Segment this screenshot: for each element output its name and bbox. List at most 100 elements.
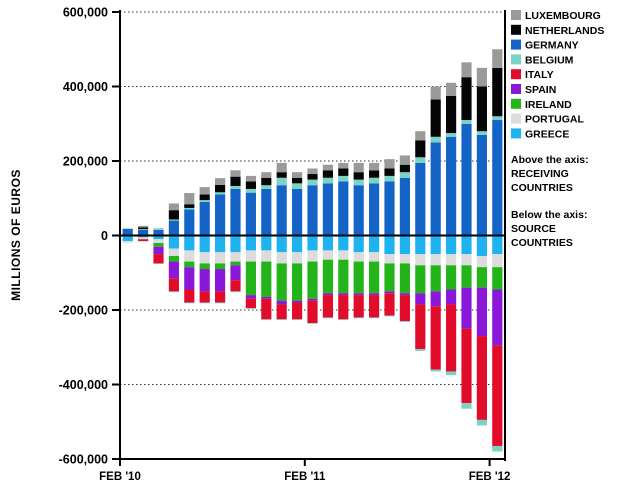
bar-segment xyxy=(492,345,503,446)
bar-segment xyxy=(153,228,164,230)
bar-segment xyxy=(261,298,272,320)
bar-segment xyxy=(322,293,333,296)
bar-segment xyxy=(276,319,287,321)
bar-segment xyxy=(153,254,164,264)
bar-segment xyxy=(168,261,179,279)
bar-stack xyxy=(292,172,303,321)
bar-segment xyxy=(261,185,272,189)
bar-stack xyxy=(384,159,395,317)
bar-segment xyxy=(322,164,333,171)
bar-segment xyxy=(276,172,287,178)
bar-segment xyxy=(292,302,303,320)
bar-segment xyxy=(184,250,195,262)
bar-segment xyxy=(399,263,410,294)
bar-segment xyxy=(492,49,503,68)
bar-segment xyxy=(307,300,318,324)
bar-segment xyxy=(446,304,457,372)
axes xyxy=(112,10,506,461)
bar-segment xyxy=(399,321,410,322)
bar-segment xyxy=(276,235,287,253)
legend-label: PORTUGAL xyxy=(525,114,585,126)
bar-segment xyxy=(245,181,256,189)
bar-segment xyxy=(369,177,380,184)
bar-segment xyxy=(245,192,256,236)
bar-segment xyxy=(230,185,241,189)
bar-segment xyxy=(230,176,241,186)
axis-note-line: RECEIVING xyxy=(511,168,569,180)
bar-segment xyxy=(353,179,364,186)
bar-segment xyxy=(261,177,272,186)
bar-stack xyxy=(230,170,241,293)
bar-segment xyxy=(446,133,457,137)
bar-segment xyxy=(292,172,303,178)
legend-swatch xyxy=(511,24,521,35)
legend-swatch xyxy=(511,128,521,139)
bar-segment xyxy=(369,261,380,294)
bar-segment xyxy=(461,62,472,78)
bar-segment xyxy=(476,267,487,288)
bar-segment xyxy=(307,179,318,186)
y-tick-label: -400,000 xyxy=(59,378,108,392)
bar-segment xyxy=(307,185,318,236)
bar-segment xyxy=(353,252,364,262)
bar-segment xyxy=(415,304,426,350)
bar-segment xyxy=(399,235,410,255)
bar-segment xyxy=(138,229,149,236)
bar-segment xyxy=(369,235,380,253)
bar-segment xyxy=(261,319,272,321)
bar-segment xyxy=(461,235,472,255)
axis-notes: Above the axis: RECEIVING COUNTRIES Below t… xyxy=(511,154,589,249)
bar-segment xyxy=(138,225,149,228)
bar-segment xyxy=(369,183,380,236)
bar-segment xyxy=(415,157,426,163)
bar-segment xyxy=(184,209,195,236)
bar-segment xyxy=(384,235,395,255)
bar-segment xyxy=(199,235,210,253)
bar-segment xyxy=(245,235,256,251)
y-tick-label: -600,000 xyxy=(59,453,108,467)
bar-segment xyxy=(399,164,410,173)
bar-segment xyxy=(492,267,503,290)
bar-stack xyxy=(353,162,364,319)
bar-segment xyxy=(230,291,241,293)
bar-segment xyxy=(215,269,226,292)
bar-segment xyxy=(245,175,256,182)
bar-segment xyxy=(199,263,210,270)
bar-segment xyxy=(230,235,241,253)
bar-segment xyxy=(215,178,226,185)
bar-segment xyxy=(215,263,226,270)
axis-note-line: SOURCE xyxy=(511,223,556,235)
bar-segment xyxy=(446,289,457,305)
legend-label: LUXEMBOURG xyxy=(525,10,601,22)
bar-segment xyxy=(168,291,179,293)
bar-segment xyxy=(476,336,487,420)
bar-segment xyxy=(292,300,303,303)
bar-segment xyxy=(215,192,226,195)
bar-segment xyxy=(168,203,179,211)
bar-segment xyxy=(322,259,333,294)
bar-segment xyxy=(461,120,472,124)
bar-segment xyxy=(199,302,210,304)
bar-segment xyxy=(322,170,333,178)
bar-segment xyxy=(446,371,457,376)
bar-segment xyxy=(276,185,287,236)
bar-segment xyxy=(430,235,441,255)
bar-stack xyxy=(215,178,226,304)
bar-segment xyxy=(384,168,395,176)
bar-segment xyxy=(261,296,272,299)
bar-segment xyxy=(338,295,349,320)
bar-segment xyxy=(307,298,318,301)
bar-segment xyxy=(184,302,195,304)
bar-segment xyxy=(261,261,272,297)
bar-segment xyxy=(322,295,333,318)
legend-label: GERMANY xyxy=(525,40,579,52)
bar-segment xyxy=(430,86,441,100)
bar-segment xyxy=(461,265,472,288)
bar-segment xyxy=(415,235,426,255)
bar-segment xyxy=(476,235,487,256)
bar-stack xyxy=(446,82,457,376)
x-tick-labels: FEB '10 FEB '11 FEB '12 xyxy=(99,459,510,483)
bar-segment xyxy=(338,175,349,182)
bar-segment xyxy=(353,162,364,173)
bar-segment xyxy=(276,177,287,186)
